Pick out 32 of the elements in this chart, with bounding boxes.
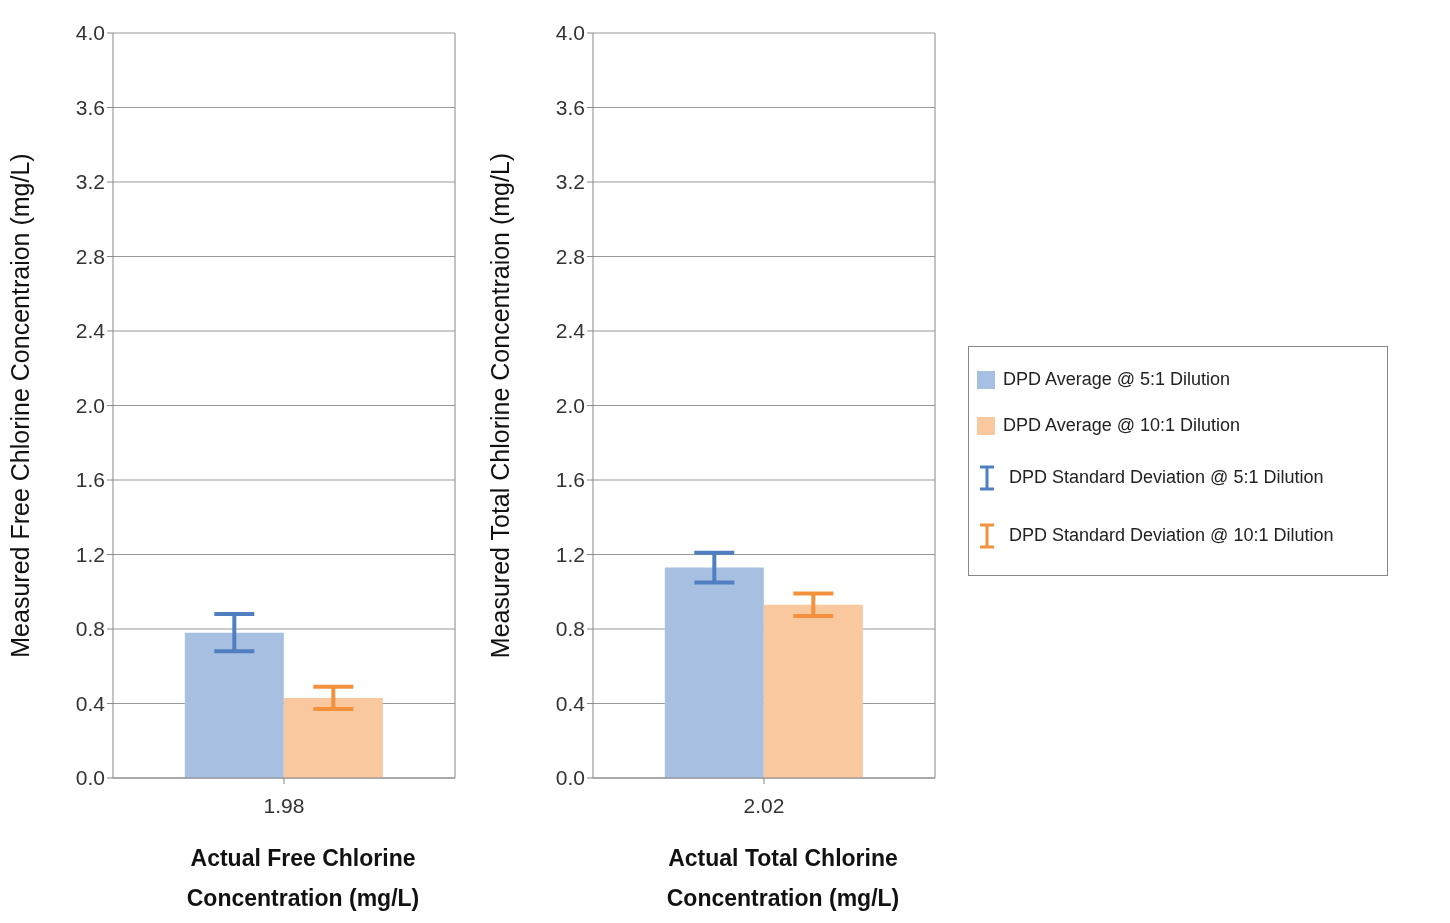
y-tick-label: 0.0 — [75, 766, 105, 790]
y-tick-label: 2.8 — [75, 244, 105, 268]
y-tick-label: 1.2 — [75, 542, 105, 566]
y-axis-title: Measured Total Chlorine Concentraion (mg/L) — [485, 152, 514, 659]
x-axis-title: Actual Free Chlorine Concentration (mg/L) — [185, 844, 421, 913]
y-tick-label: 0.0 — [555, 766, 585, 790]
y-tick-label: 0.4 — [555, 691, 586, 715]
y-tick-label: 3.6 — [555, 95, 585, 119]
y-tick-label: 2.8 — [555, 244, 585, 268]
y-tick-label: 1.2 — [555, 542, 585, 566]
y-tick-label: 3.6 — [75, 95, 105, 119]
y-tick-label: 4.0 — [555, 21, 585, 45]
legend-label: DPD Average @ 5:1 Dilution — [1003, 369, 1231, 390]
y-tick-label: 2.0 — [75, 393, 105, 417]
y-axis-title: Measured Free Chlorine Concentraion (mg/L) — [5, 153, 34, 658]
y-tick-label: 4.0 — [75, 21, 105, 45]
y-tick-label: 1.6 — [75, 468, 105, 492]
x-axis-title: Actual Total Chlorine Concentration (mg/L) — [665, 844, 901, 913]
text: DPD Standard Deviation @ 5:1 Dilution — [1009, 467, 1324, 488]
x-tick-label: 2.02 — [743, 793, 785, 817]
y-tick-label: 0.8 — [555, 617, 585, 641]
y-tick-label: 2.4 — [555, 319, 586, 343]
legend-label: DPD Average @ 10:1 Dilution — [1003, 415, 1241, 436]
y-tick-label: 0.8 — [75, 617, 105, 641]
y-tick-label: 3.2 — [75, 170, 105, 194]
y-tick-label: 2.0 — [555, 393, 585, 417]
y-tick-label: 2.4 — [75, 319, 106, 343]
y-tick-label: 3.2 — [555, 170, 585, 194]
x-tick-label: 1.98 — [263, 793, 305, 817]
y-tick-label: 1.6 — [555, 468, 585, 492]
y-tick-label: 0.4 — [75, 691, 106, 715]
text: DPD Standard Deviation @ 10:1 Dilution — [1009, 525, 1334, 546]
